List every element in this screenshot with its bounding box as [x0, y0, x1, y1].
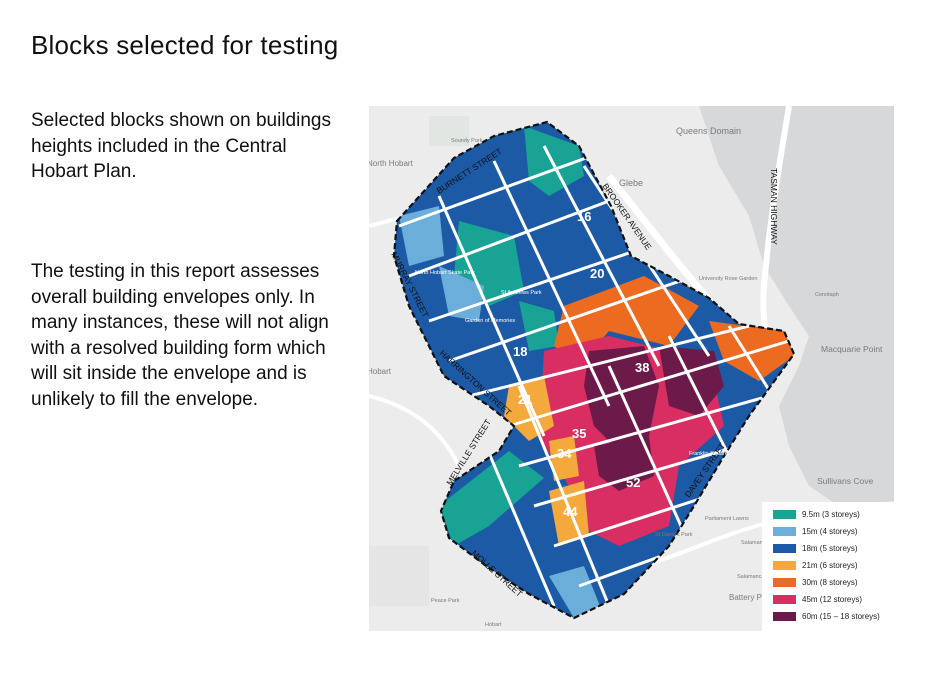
block-label-38: 38 — [635, 360, 649, 375]
legend-swatch — [773, 594, 796, 604]
block-label-20: 20 — [590, 266, 604, 281]
study-area-boundary — [392, 120, 796, 620]
place-label-hobart: Hobart — [369, 367, 392, 376]
legend-label: 30m (8 storeys) — [802, 577, 858, 587]
block-label-44: 44 — [563, 504, 578, 519]
place-label-peace-park: Peace Park — [431, 598, 460, 604]
legend-label: 18m (5 storeys) — [802, 543, 858, 553]
water-area — [699, 106, 894, 506]
legend-label: 60m (15 – 18 storeys) — [802, 611, 880, 621]
legend-label: 9.5m (3 storeys) — [802, 509, 860, 519]
map-legend: 9.5m (3 storeys) 15m (4 storeys) 18m (5 … — [762, 502, 894, 631]
place-label-cenotaph: Cenotaph — [815, 292, 839, 298]
legend-item: 45m (12 storeys) — [773, 593, 862, 605]
place-label-parliament-lawns: Parliament Lawns — [705, 516, 749, 522]
description-paragraph-2: The testing in this report assesses over… — [31, 261, 329, 410]
street-label-tasman: TASMAN HIGHWAY — [769, 168, 779, 245]
zone-21m-mid — [549, 436, 579, 481]
place-label-st-davids-park: St David's Park — [655, 532, 693, 538]
place-label-university-rose-garden: University Rose Garden — [699, 276, 757, 282]
zone-60m-south — [594, 436, 654, 491]
place-label-macquarie-point: Macquarie Point — [821, 344, 883, 354]
legend-swatch — [773, 526, 796, 536]
zone-9-5m-north — [524, 126, 584, 196]
legend-swatch — [773, 577, 796, 587]
block-label-18: 18 — [513, 344, 527, 359]
description-paragraph-1: Selected blocks shown on buildings heigh… — [31, 110, 331, 182]
block-area — [369, 546, 429, 606]
legend-item: 15m (4 storeys) — [773, 525, 858, 537]
zone-60m-west — [584, 346, 659, 451]
block-label-16: 16 — [577, 209, 591, 224]
place-label-glebe: Glebe — [619, 178, 643, 188]
zone-9-5m-mid — [519, 301, 559, 351]
place-label-soundy-park: Soundy Park — [451, 138, 483, 144]
legend-label: 21m (6 storeys) — [802, 560, 858, 570]
place-label-north-hobart: North Hobart — [369, 159, 414, 168]
legend-swatch — [773, 611, 796, 621]
place-label-garden-of-memories: Garden of Memories — [465, 318, 515, 324]
legend-label: 45m (12 storeys) — [802, 594, 863, 604]
legend-item: 9.5m (3 storeys) — [773, 508, 860, 520]
place-label-franklin-square: Franklin Square — [689, 451, 728, 457]
brooker-avenue-road — [606, 173, 717, 309]
place-label-salamanca-square: Salamanca Square — [737, 574, 784, 580]
legend-item: 21m (6 storeys) — [773, 559, 858, 571]
map-canvas: BURNETT STREET BROOKER AVENUE TASMAN HIG… — [369, 106, 894, 631]
legend-swatch — [773, 509, 796, 519]
legend-swatch — [773, 560, 796, 570]
block-label-21: 21 — [518, 392, 532, 407]
block-label-34: 34 — [557, 446, 572, 461]
place-label-north-hobart-skate-park: North Hobart Skate Park — [415, 270, 475, 276]
place-label-hobart-bottom: Hobart — [485, 622, 502, 628]
building-heights-map: BURNETT STREET BROOKER AVENUE TASMAN HIG… — [369, 106, 894, 631]
park-area — [429, 116, 469, 146]
block-label-52: 52 — [626, 475, 640, 490]
place-label-battery-point: Battery P — [729, 593, 762, 602]
page-title: Blocks selected for testing — [31, 30, 339, 60]
legend-item: 30m (8 storeys) — [773, 576, 858, 588]
legend-item: 18m (5 storeys) — [773, 542, 858, 554]
place-label-st-andrews-park: St Andrews Park — [501, 290, 542, 296]
zone-9-5m-south — [439, 451, 544, 546]
legend-item: 60m (15 – 18 storeys) — [773, 610, 880, 622]
place-label-queens-domain: Queens Domain — [676, 126, 741, 136]
place-label-sullivans-cove: Sullivans Cove — [817, 476, 873, 486]
legend-swatch — [773, 543, 796, 553]
block-label-35: 35 — [572, 426, 586, 441]
background-road-1 — [369, 394, 461, 467]
legend-label: 15m (4 storeys) — [802, 526, 858, 536]
zone-15m-south — [549, 566, 604, 618]
